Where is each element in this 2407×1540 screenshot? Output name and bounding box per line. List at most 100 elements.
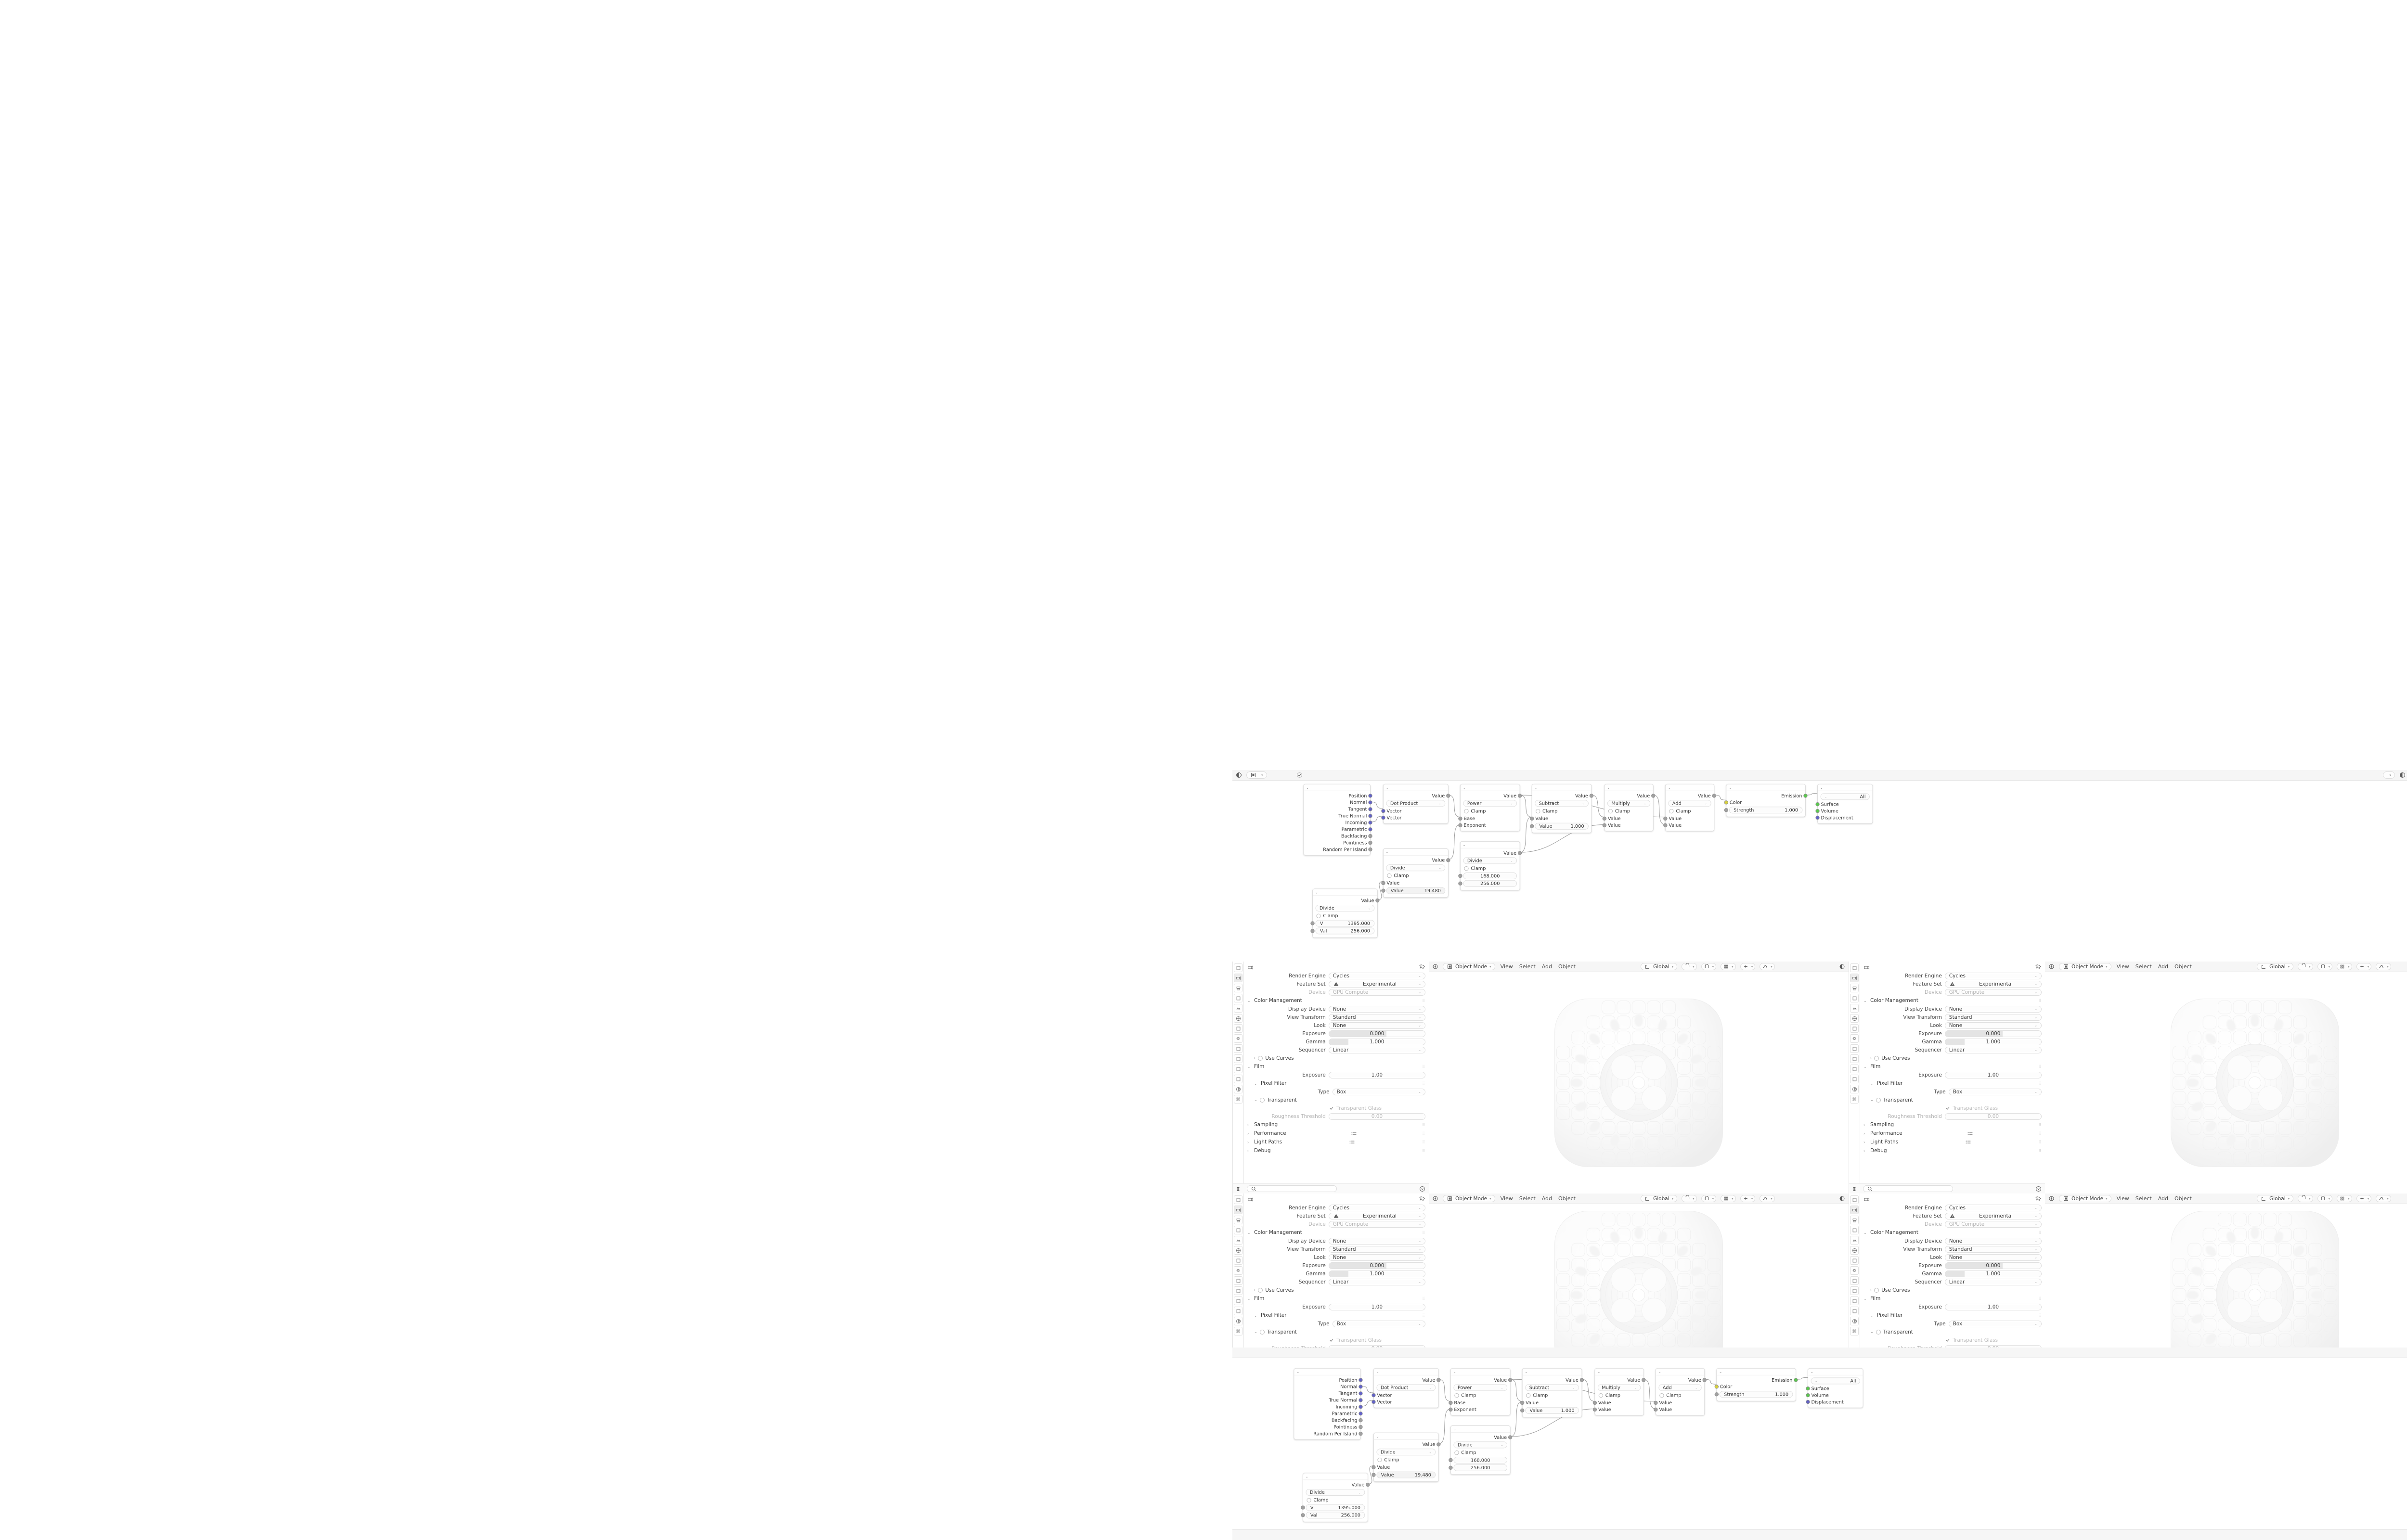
transform-orientation-selector[interactable]: Global ▾	[1641, 963, 1678, 970]
shader-node-math-subtract[interactable]: ⌄ Value Subtract ⌄ Clamp Value Value 1.000	[1520, 1368, 1584, 1418]
socket-input-color[interactable]	[1724, 800, 1729, 805]
properties-search-input[interactable]	[1863, 1185, 1953, 1192]
node-input-math-add-0[interactable]: Value	[1663, 815, 1714, 822]
property-section-light-paths[interactable]: › Light Paths ⠿	[1247, 1138, 1425, 1146]
properties-tab-column[interactable]	[1233, 962, 1244, 1194]
node-input-math-divide-a-0[interactable]: Value	[1372, 1464, 1438, 1471]
properties-tab-collection-properties[interactable]	[1234, 1024, 1242, 1033]
node-value-field-math-divide-c-1[interactable]: 256.000	[1463, 880, 1517, 887]
socket-input-value[interactable]	[1714, 1392, 1719, 1397]
viewport-left[interactable]: Object Mode ▾ View Select Add Object Global ▾ ▾ ▾…	[1429, 962, 1849, 1194]
socket-input-value[interactable]	[1602, 823, 1607, 828]
properties-tab-output-properties[interactable]	[1850, 1216, 1859, 1224]
viewport-snap-target[interactable]: ▾	[1682, 963, 1697, 970]
node-clamp-toggle-math-power[interactable]: Clamp	[1454, 1392, 1506, 1399]
viewport-menu-view[interactable]: View	[2116, 963, 2129, 970]
property-section-sampling[interactable]: › Sampling ⠿	[1863, 1120, 2042, 1129]
node-input-material-output-1[interactable]: Volume	[1806, 1392, 1863, 1399]
editor-type-3dview-icon[interactable]	[2048, 1195, 2055, 1202]
properties-tab-tool-properties[interactable]	[1234, 963, 1242, 972]
socket-output-random-per-island[interactable]	[1359, 1431, 1363, 1436]
socket-output-parametric[interactable]	[1368, 827, 1372, 832]
socket-input-base[interactable]	[1458, 816, 1462, 821]
shader-node-math-power[interactable]: ⌄ Value Power ⌄ Clamp Base Exponent	[1458, 783, 1522, 832]
shader-node-vector-math-dot[interactable]: ⌄ Value Dot Product ⌄ Vector Vector	[1381, 783, 1450, 824]
material-output-target-dropdown[interactable]: ⌄ All	[1811, 1377, 1860, 1385]
properties-search-input[interactable]	[1247, 1185, 1337, 1192]
shader-node-math-divide-b[interactable]: ⌄ Value Divide ⌄ Clamp V 1395.000 Val 256.000	[1301, 1473, 1370, 1522]
property-value-feature-set[interactable]: Experimental ⌄	[1944, 1212, 2042, 1219]
node-editor-top-header[interactable]: ▾ ▾	[1232, 770, 2407, 781]
properties-tab-collection-properties[interactable]	[1850, 1256, 1859, 1265]
property-checkbox-transparent[interactable]: ⌄ Transparent	[1863, 1328, 2042, 1336]
node-editor-bottom-status[interactable]	[1232, 1529, 2407, 1540]
property-checkbox-transparent-glass[interactable]: Transparent Glass	[1863, 1336, 2042, 1344]
property-checkbox-transparent[interactable]: ⌄ Transparent	[1247, 1096, 1425, 1104]
socket-output-value[interactable]	[1589, 794, 1594, 798]
socket-output-tangent[interactable]	[1359, 1391, 1363, 1396]
properties-tab-modifier-properties[interactable]	[1850, 1034, 1859, 1043]
property-value-exposure[interactable]: 0.000	[1944, 1030, 2042, 1037]
transform-orientation-selector[interactable]: Global ▾	[1641, 1195, 1678, 1202]
property-value-display-device[interactable]: None ⌄	[1944, 1237, 2042, 1245]
node-input-math-power-1[interactable]: Exponent	[1449, 1406, 1510, 1413]
socket-input-value[interactable]	[1310, 921, 1315, 925]
properties-tab-data-properties[interactable]	[1234, 1075, 1242, 1083]
node-input-vector-math-dot-1[interactable]: Vector	[1372, 1399, 1438, 1405]
socket-output-incoming[interactable]	[1368, 821, 1372, 825]
node-output-geometry-4[interactable]: Incoming	[1294, 1403, 1363, 1410]
node-value-field-math-divide-c-0[interactable]: 168.000	[1453, 1457, 1508, 1463]
viewport-proportional-falloff[interactable]: ▾	[2376, 1195, 2391, 1202]
node-operation-dropdown-math-divide-c[interactable]: Divide ⌄	[1453, 1441, 1508, 1449]
socket-output-value[interactable]	[1446, 858, 1450, 862]
node-value-field-math-divide-a-0[interactable]: Value 19.480	[1376, 1471, 1436, 1478]
socket-output-tangent[interactable]	[1368, 807, 1372, 811]
node-clamp-toggle-math-multiply[interactable]: Clamp	[1598, 1392, 1640, 1399]
viewport-pivot-median[interactable]: ▾	[2356, 1195, 2372, 1202]
properties-editor-right[interactable]: Render Engine Cycles ⌄ Feature Set Experimen…	[1849, 962, 2045, 1194]
editor-type-3dview-icon[interactable]	[1432, 1195, 1438, 1202]
socket-output-emission[interactable]	[1803, 794, 1808, 798]
viewport-menu-add[interactable]: Add	[2158, 1195, 2169, 1202]
node-input-vector-math-dot-0[interactable]: Vector	[1372, 1392, 1438, 1399]
socket-input-value[interactable]	[1372, 1465, 1376, 1470]
node-output-vector-math-dot-0[interactable]: Value	[1384, 793, 1450, 799]
shader-node-geometry[interactable]: ⌄ Position Normal Tangent True Normal Incomin…	[1303, 783, 1372, 856]
properties-tab-output-properties[interactable]	[1234, 984, 1242, 992]
property-value-feature-set[interactable]: Experimental ⌄	[1328, 980, 1425, 988]
socket-input-vector[interactable]	[1372, 1399, 1376, 1404]
properties-tab-modifier-properties[interactable]	[1234, 1034, 1242, 1043]
node-output-geometry-6[interactable]: Backfacing	[1304, 833, 1372, 839]
node-output-math-divide-b-0[interactable]: Value	[1313, 897, 1380, 904]
property-value-gamma[interactable]: 1.000	[1328, 1038, 1425, 1045]
properties-tab-modifier-properties[interactable]	[1234, 1266, 1242, 1275]
socket-output-value[interactable]	[1508, 1435, 1513, 1439]
property-value-gamma[interactable]: 1.000	[1944, 1270, 2042, 1277]
property-value-render-engine[interactable]: Cycles ⌄	[1944, 972, 2042, 979]
node-header-material-output[interactable]: ⌄	[1818, 784, 1873, 791]
properties-tab-texture-properties[interactable]	[1234, 1327, 1242, 1335]
node-graph-bottom[interactable]: ⌄ Position Normal Tangent True Normal Incomin…	[1232, 1358, 2407, 1529]
viewport-proportional-falloff[interactable]: ▾	[2376, 963, 2391, 970]
properties-tab-viewlayer-properties[interactable]	[1850, 994, 1859, 1002]
socket-input-exponent[interactable]	[1449, 1407, 1453, 1412]
properties-tab-material-properties[interactable]	[1234, 1317, 1242, 1325]
node-header-math-multiply[interactable]: ⌄	[1595, 1369, 1643, 1375]
property-section-film[interactable]: ⌄ Film ⠿	[1247, 1294, 1425, 1303]
shader-node-emission[interactable]: ⌄ Emission Color Strength 1.000	[1724, 783, 1808, 817]
viewport-snap-grid[interactable]: ▾	[2337, 963, 2352, 970]
socket-input-value[interactable]	[1372, 1473, 1376, 1477]
viewport-header[interactable]: Object Mode ▾ View Select Add Object Global ▾ ▾ ▾…	[1429, 1194, 1849, 1204]
socket-input-value[interactable]	[1602, 816, 1607, 821]
property-value-sequencer[interactable]: Linear ⌄	[1944, 1046, 2042, 1053]
socket-output-value[interactable]	[1436, 1378, 1441, 1382]
socket-output-random-per-island[interactable]	[1368, 847, 1372, 852]
socket-input-value[interactable]	[1654, 1400, 1658, 1405]
shader-node-math-multiply[interactable]: ⌄ Value Multiply ⌄ Clamp Value Value	[1592, 1368, 1646, 1416]
properties-tab-particle-properties[interactable]	[1850, 1044, 1859, 1053]
properties-tab-material-properties[interactable]	[1850, 1317, 1859, 1325]
node-value-field-math-divide-b-1[interactable]: Val 256.000	[1315, 927, 1375, 935]
node-input-material-output-1[interactable]: Volume	[1815, 808, 1872, 814]
viewport-canvas[interactable]	[1429, 972, 1849, 1194]
shader-node-material-output[interactable]: ⌄ ⌄ All Surface Volume Displacement	[1806, 1368, 1863, 1408]
